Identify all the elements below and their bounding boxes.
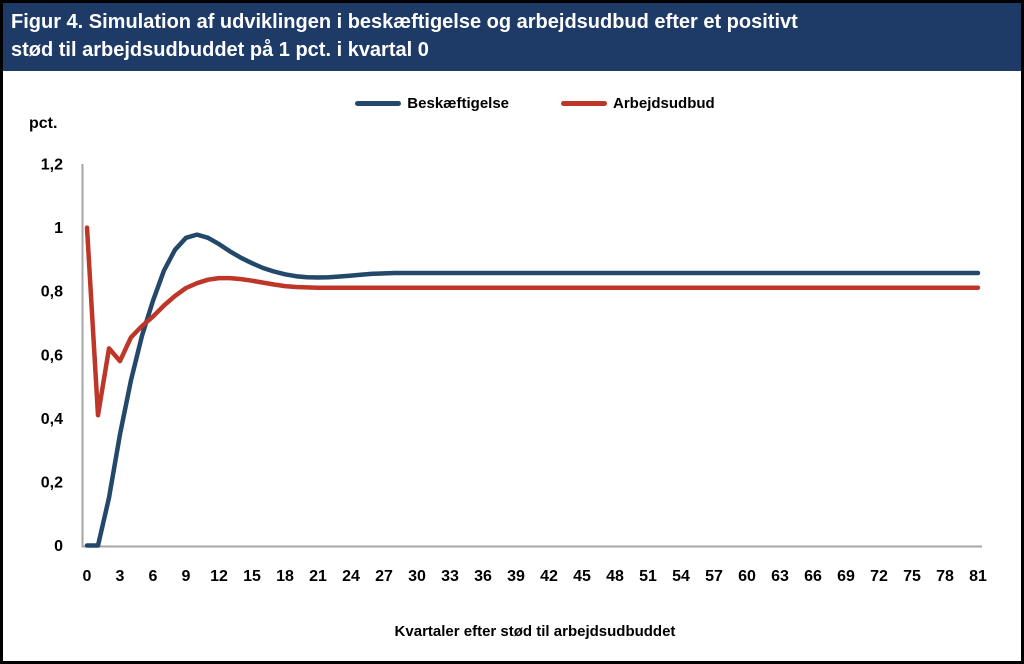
x-tick-label: 3 bbox=[116, 568, 125, 585]
y-tick-label: 0 bbox=[54, 538, 63, 555]
x-tick-label: 54 bbox=[672, 568, 690, 585]
x-tick-label: 18 bbox=[276, 568, 294, 585]
figure-title-line-2: stød til arbejdsudbuddet på 1 pct. i kva… bbox=[11, 39, 429, 61]
x-tick-label: 6 bbox=[149, 568, 158, 585]
x-axis-title: Kvartaler efter stød til arbejdsudbuddet bbox=[394, 623, 676, 640]
blue-line-swatch-icon bbox=[355, 100, 402, 106]
x-tick-label: 78 bbox=[936, 568, 954, 585]
figure-title-bar: Figur 4. Simulation af udviklingen i bes… bbox=[3, 3, 1021, 71]
x-tick-label: 30 bbox=[408, 568, 426, 585]
x-tick-label: 0 bbox=[83, 568, 92, 585]
x-tick-label: 72 bbox=[870, 568, 888, 585]
x-tick-label: 57 bbox=[705, 568, 723, 585]
legend-label-beskaeftigelse: Beskæftigelse bbox=[407, 94, 510, 112]
x-tick-label: 66 bbox=[804, 568, 822, 585]
x-tick-label: 15 bbox=[243, 568, 261, 585]
y-axis-title: pct. bbox=[29, 115, 58, 132]
x-tick-label: 33 bbox=[441, 568, 459, 585]
x-tick-label: 27 bbox=[375, 568, 393, 585]
x-tick-label: 39 bbox=[507, 568, 525, 585]
x-tick-label: 12 bbox=[210, 568, 228, 585]
legend-item-beskaeftigelse: Beskæftigelse bbox=[355, 95, 509, 112]
series-line-beskaeftigelse bbox=[84, 232, 981, 548]
figure-title-line-1: Figur 4. Simulation af udviklingen i bes… bbox=[11, 11, 798, 33]
x-tick-label: 63 bbox=[771, 568, 789, 585]
x-tick-label: 36 bbox=[474, 568, 492, 585]
x-tick-label: 42 bbox=[540, 568, 558, 585]
y-tick-label: 0,2 bbox=[41, 474, 63, 491]
x-tick-label: 48 bbox=[606, 568, 624, 585]
x-tick-label: 45 bbox=[573, 568, 591, 585]
series-line-arbejdsudbud bbox=[84, 225, 981, 418]
x-tick-label: 21 bbox=[309, 568, 327, 585]
x-tick-label: 51 bbox=[639, 568, 657, 585]
axis-lines bbox=[81, 164, 982, 548]
y-tick-label: 1 bbox=[54, 220, 63, 237]
chart-svg: 00,20,40,60,811,20 3 6 9 12 15 18 21 24 27 30 33 36 3… bbox=[41, 157, 987, 586]
red-line-swatch-icon bbox=[561, 100, 608, 106]
legend-item-arbejdsudbud: Arbejdsudbud bbox=[561, 95, 715, 112]
x-tick-label: 24 bbox=[342, 568, 360, 585]
x-tick-label: 75 bbox=[903, 568, 921, 585]
x-tick-label: 81 bbox=[969, 568, 987, 585]
legend-label-arbejdsudbud: Arbejdsudbud bbox=[613, 94, 715, 112]
chart-legend: Beskæftigelse Arbejdsudbud bbox=[85, 91, 985, 115]
x-tick-label: 9 bbox=[182, 568, 191, 585]
y-tick-label: 0,8 bbox=[41, 284, 63, 301]
x-tick-label: 60 bbox=[738, 568, 756, 585]
y-tick-label: 0,4 bbox=[41, 411, 63, 428]
y-tick-label: 0,6 bbox=[41, 347, 63, 364]
x-tick-label: 69 bbox=[837, 568, 855, 585]
y-tick-label: 1,2 bbox=[41, 157, 63, 174]
